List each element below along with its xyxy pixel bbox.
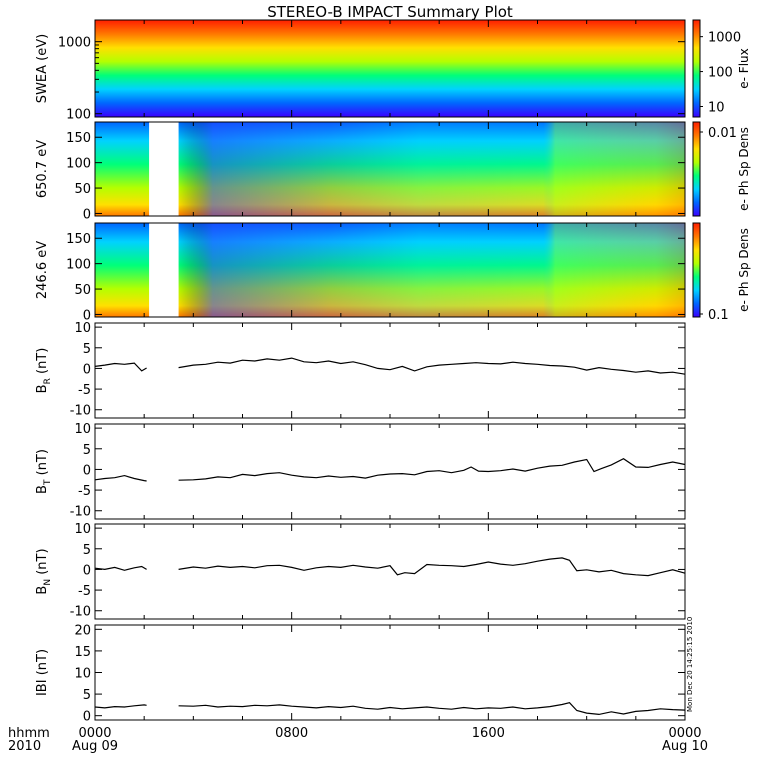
ylabel-3: 246.6 eV: [35, 241, 50, 299]
ylabel-4: BR (nT): [35, 348, 53, 394]
date-tick-label: Aug 10: [662, 739, 708, 754]
time-tick-label: 1600: [472, 726, 505, 741]
ytick-label: -10: [70, 605, 91, 620]
ylabel-text: B: [35, 586, 50, 595]
ytick-label: 20: [74, 623, 91, 638]
trace-segment-5-1: [178, 458, 686, 481]
date-tick-label: Aug 09: [72, 739, 118, 754]
spectrogram-texture-3: [95, 223, 685, 317]
spectrogram-1: [95, 20, 685, 117]
trace-segment-5-0: [94, 474, 147, 482]
data-gap-3-0: [149, 223, 179, 317]
ylabel-text: B: [35, 384, 50, 393]
ytick-label: -5: [78, 383, 91, 398]
colorbar-tick-label: 0.01: [708, 126, 737, 141]
ytick-label: 5: [83, 543, 91, 558]
panel-7: 0 5 10 15 20 IBI (nT): [35, 623, 686, 725]
colorbar-label: e- Flux: [737, 48, 751, 88]
ytick-label: 100: [66, 108, 91, 123]
ylabel-unit: (nT): [35, 449, 50, 479]
ytick-label: 150: [66, 131, 91, 146]
colorbar-3: [692, 222, 701, 318]
colorbar-2: [692, 121, 701, 217]
colorbar-label: e- Ph Sp Dens: [737, 228, 751, 312]
trace-segment-7-1: [178, 702, 686, 716]
time-tick-label: 0800: [275, 726, 308, 741]
ylabel-subscript: T: [43, 479, 53, 486]
ytick-label: -10: [70, 505, 91, 520]
panel-frame-4: [94, 322, 686, 419]
ylabel-subscript: N: [43, 579, 53, 586]
spectrogram-texture-2: [95, 122, 685, 216]
ylabel-subscript: R: [43, 378, 53, 384]
colorbar-1: [692, 19, 701, 118]
data-gap-2-0: [149, 122, 179, 216]
ytick-label: 5: [83, 688, 91, 703]
ytick-label: 0: [83, 463, 91, 478]
ylabel-text: 650.7 eV: [35, 140, 50, 198]
time-tick-label: 0000: [668, 726, 701, 741]
ytick-label: 100: [66, 157, 91, 172]
ylabel-1: SWEA (eV): [35, 34, 50, 103]
time-tick-label: 0000: [78, 726, 111, 741]
ylabel-6: BN (nT): [35, 548, 53, 594]
panel-4: -10 -5 0 5 10 BR (nT): [35, 321, 686, 419]
panel-1: 10 100 1000 e- Flux 100 1000 SWEA (eV): [35, 19, 751, 123]
ylabel-text: B: [35, 485, 50, 494]
panel-6: -10 -5 0 5 10 BN (nT): [35, 522, 686, 620]
trace-segment-6-0: [94, 565, 147, 571]
ylabel-text: IBI: [35, 679, 50, 696]
ylabel-unit: (nT): [35, 548, 50, 578]
ytick-label: 50: [74, 283, 91, 298]
ylabel-2: 650.7 eV: [35, 140, 50, 198]
colorbar-tick-label: 1000: [708, 31, 741, 46]
ytick-label: 50: [74, 182, 91, 197]
ytick-label: 15: [74, 645, 91, 660]
ytick-label: 0: [83, 207, 91, 222]
ylabel-5: BT (nT): [35, 449, 53, 494]
ytick-label: -5: [78, 484, 91, 499]
ytick-label: 10: [74, 522, 91, 537]
ytick-label: 100: [66, 258, 91, 273]
colorbar-tick-label: 0.1: [708, 308, 729, 323]
ylabel-text: SWEA (eV): [35, 34, 50, 103]
ytick-label: 0: [83, 308, 91, 323]
ytick-label: 0: [83, 362, 91, 377]
time-row-label: hhmm: [8, 726, 50, 741]
plot-title: STEREO-B IMPACT Summary Plot: [267, 3, 513, 21]
trace-segment-4-0: [94, 362, 147, 372]
ylabel-text: 246.6 eV: [35, 241, 50, 299]
timestamp-label: Mon Dec 20 14:25:15 2010: [686, 617, 694, 712]
ytick-label: 10: [74, 422, 91, 437]
ytick-label: 5: [83, 443, 91, 458]
panel-2: 0.01 e- Ph Sp Dens 0 50 100 150 650.7 eV: [35, 121, 751, 222]
ytick-label: -10: [70, 404, 91, 419]
colorbar-tick-label: 10: [708, 100, 725, 115]
ytick-label: 150: [66, 232, 91, 247]
ytick-label: 0: [83, 710, 91, 725]
ytick-label: 5: [83, 342, 91, 357]
panel-3: 0.1 e- Ph Sp Dens 0 50 100 150 246.6 eV: [35, 222, 751, 323]
panel-frame-5: [94, 423, 686, 520]
trace-segment-6-1: [178, 557, 686, 577]
ytick-label: 10: [74, 667, 91, 682]
trace-segment-4-1: [178, 357, 686, 375]
colorbar-tick-label: 100: [708, 66, 733, 81]
ylabel-unit: (nT): [35, 348, 50, 378]
ytick-label: -5: [78, 584, 91, 599]
ytick-label: 10: [74, 321, 91, 336]
ytick-label: 0: [83, 563, 91, 578]
trace-segment-7-0: [94, 704, 147, 709]
ylabel-unit: (nT): [35, 649, 50, 679]
ylabel-7: IBI (nT): [35, 649, 50, 696]
colorbar-label: e- Ph Sp Dens: [737, 127, 751, 211]
panel-5: -10 -5 0 5 10 BT (nT): [35, 422, 686, 520]
year-label: 2010: [8, 739, 41, 754]
ytick-label: 1000: [58, 36, 91, 51]
